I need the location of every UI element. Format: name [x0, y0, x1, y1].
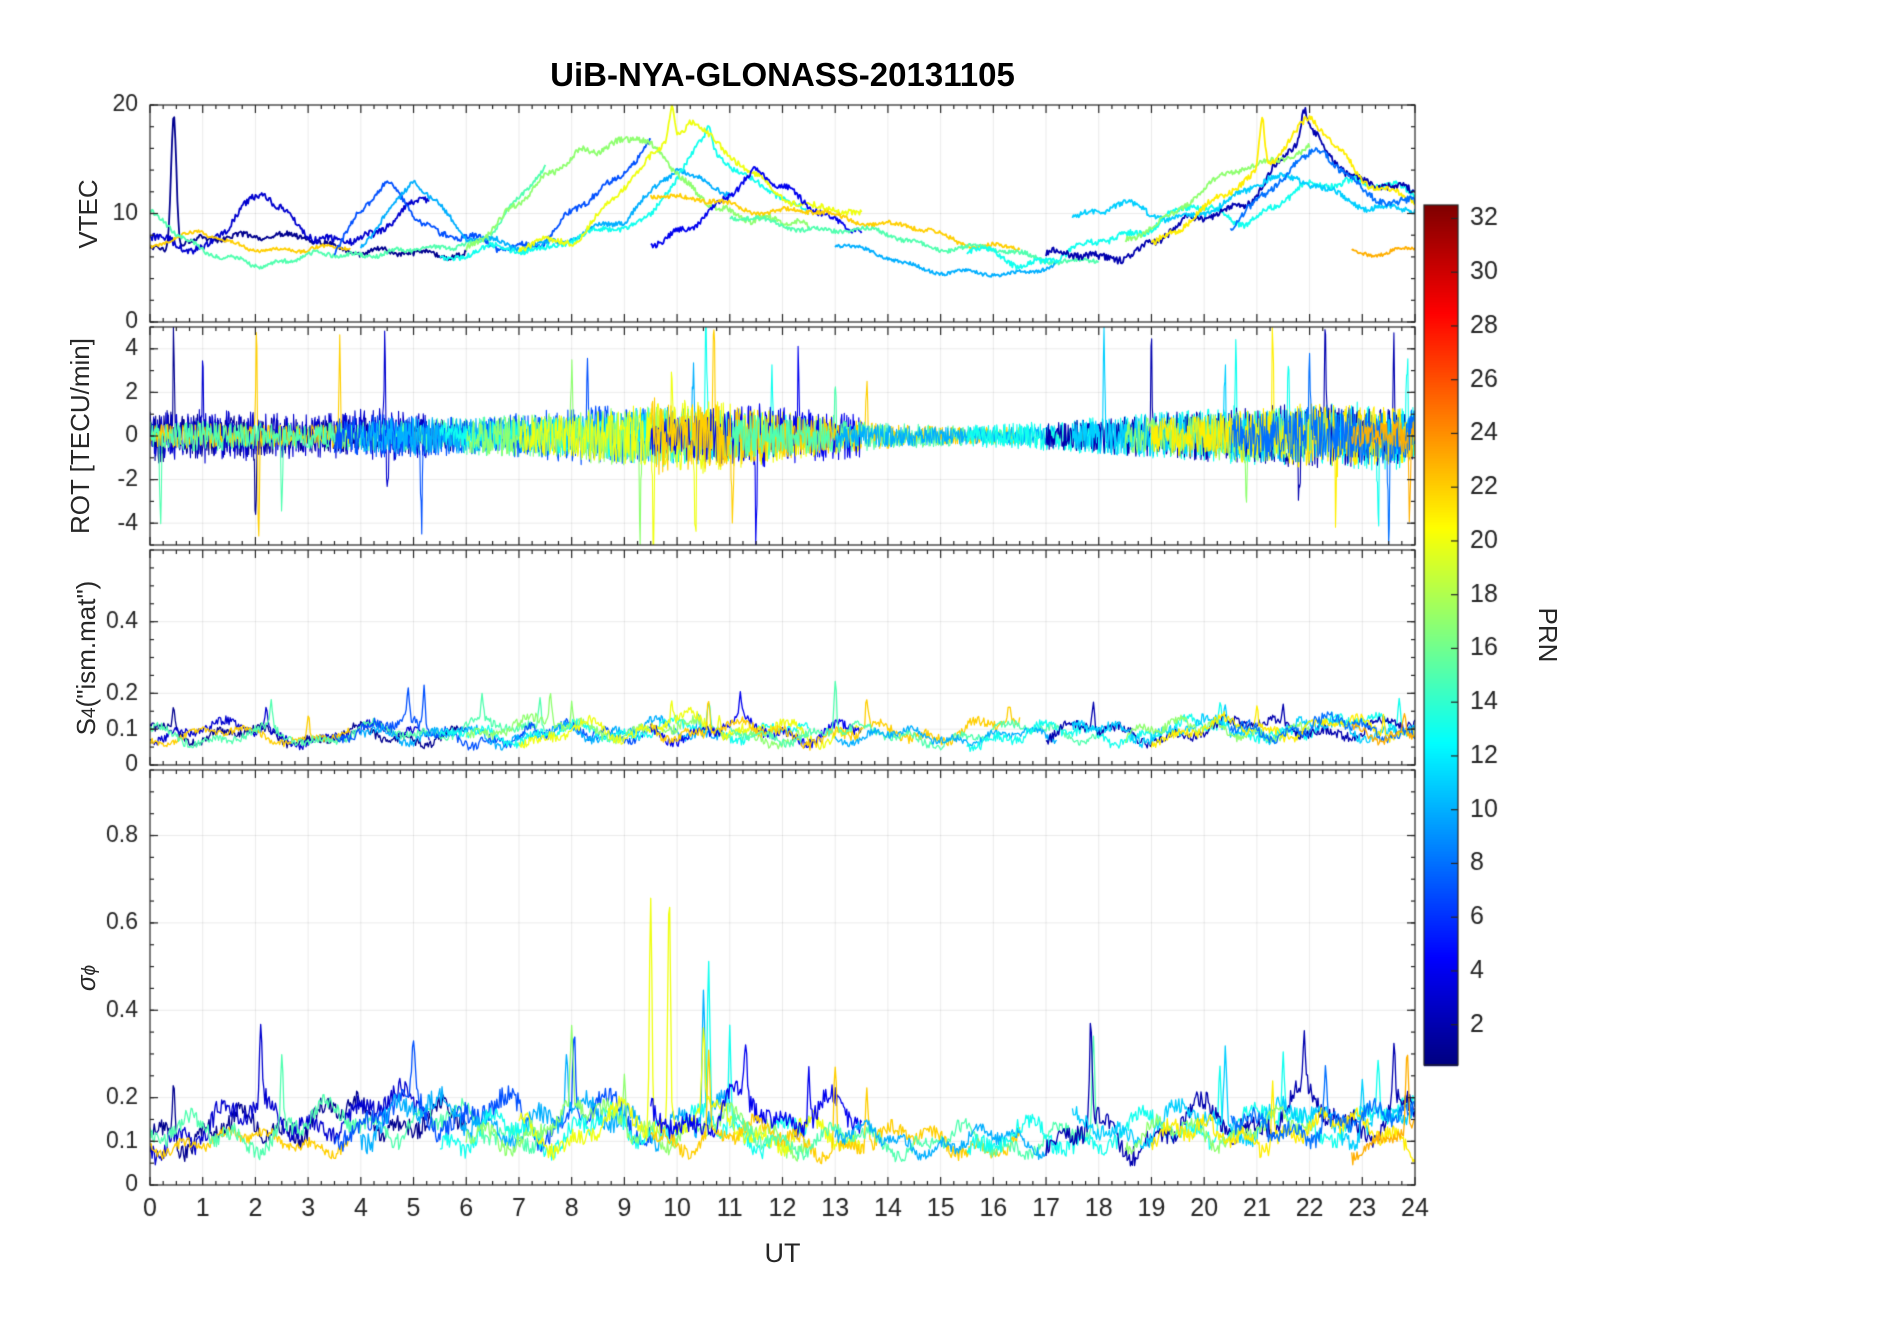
- xlabel-ut: UT: [764, 1238, 801, 1268]
- ylabel-sigma-sub: ϕ: [79, 964, 100, 976]
- ylabel-s4-sub: 4: [79, 707, 100, 719]
- ylabel-s4-rest: ("ism.mat"): [70, 580, 101, 708]
- ylabel-rot-text: ROT [TECU/min]: [64, 338, 95, 534]
- colorbar-label-prn: PRN: [1533, 607, 1564, 663]
- chart-title: UiB-NYA-GLONASS-20131105: [550, 56, 1015, 93]
- ylabel-sigma-main: σ: [70, 975, 101, 992]
- ylabel-s4-main: S: [70, 718, 101, 736]
- ylabel-vtec-text: VTEC: [72, 179, 103, 249]
